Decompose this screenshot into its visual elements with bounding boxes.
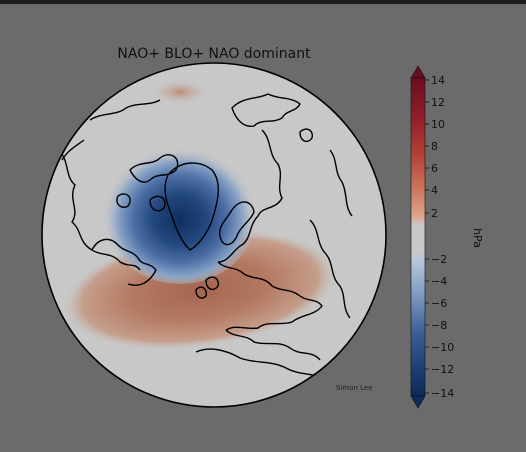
colorbar-ticks: 14 12 10 8 6 4 2 −2 −4 −6 −8 −10 −12 −14	[425, 74, 454, 400]
colorbar-tick-label: −14	[431, 387, 454, 400]
colorbar-tick-label: 2	[431, 207, 438, 220]
author-credit: Simon Lee	[336, 384, 373, 392]
colorbar-tick-label: −2	[431, 253, 447, 266]
colorbar-tick-label: 4	[431, 184, 438, 197]
colorbar-tick-label: 8	[431, 140, 438, 153]
top-edge-bar	[0, 0, 526, 4]
colorbar-tick-label: 10	[431, 118, 445, 131]
globe-outline	[41, 62, 387, 408]
coastlines	[57, 93, 353, 383]
pressure-anomaly-field	[61, 79, 339, 351]
colorbar-tick-label: −8	[431, 319, 447, 332]
colorbar-top-arrow	[410, 65, 426, 79]
colorbar-tick-label: 6	[431, 162, 438, 175]
colorbar-bottom-arrow	[410, 395, 426, 409]
colorbar-tick-label: 12	[431, 96, 445, 109]
colorbar-strip	[410, 77, 426, 397]
colorbar-tick-label: −6	[431, 297, 447, 310]
pressure-low-greenland	[102, 140, 258, 284]
colorbar-tick-label: 14	[431, 74, 445, 87]
colorbar-tick-label: −12	[431, 363, 454, 376]
polar-map	[41, 62, 387, 408]
pressure-high-north	[148, 79, 212, 105]
colorbar-tick-label: −4	[431, 275, 447, 288]
colorbar: 14 12 10 8 6 4 2 −2 −4 −6 −8 −10 −12 −14 hPa	[410, 65, 484, 409]
colorbar-tick-label: −10	[431, 341, 454, 354]
figure-title: NAO+ BLO+ NAO dominant	[117, 46, 311, 62]
colorbar-unit-label: hPa	[471, 228, 484, 248]
